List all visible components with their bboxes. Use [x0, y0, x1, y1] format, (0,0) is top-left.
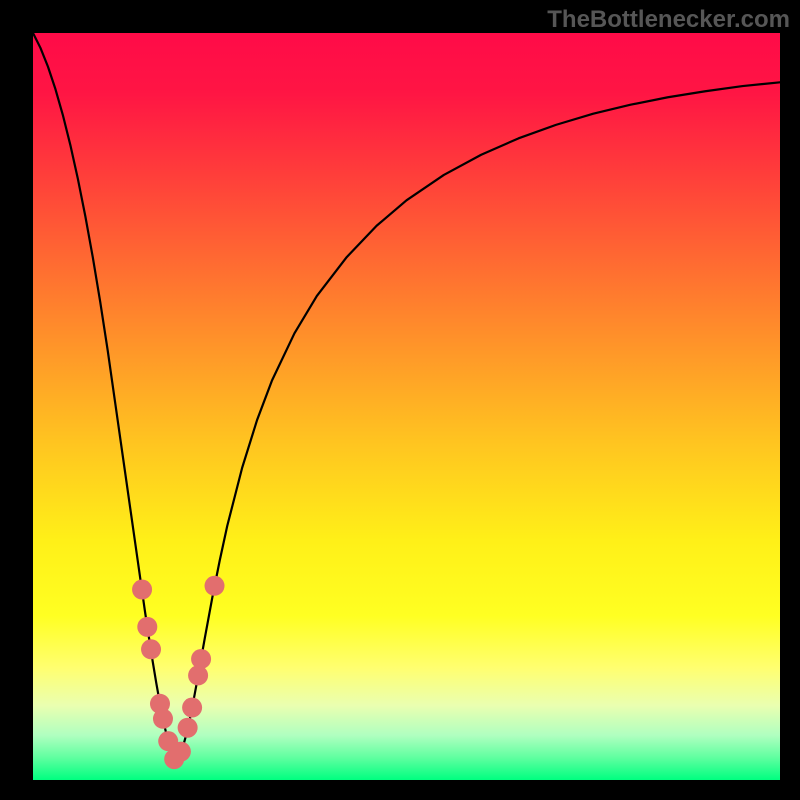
chart-container: TheBottlenecker.com — [0, 0, 800, 800]
data-marker — [137, 617, 157, 637]
data-marker — [171, 742, 191, 762]
data-marker — [178, 718, 198, 738]
chart-svg — [33, 33, 780, 780]
data-marker — [205, 576, 225, 596]
data-marker — [132, 580, 152, 600]
data-marker — [141, 639, 161, 659]
watermark-text: TheBottlenecker.com — [547, 6, 790, 34]
data-marker — [153, 709, 173, 729]
data-marker — [191, 649, 211, 669]
data-marker — [182, 698, 202, 718]
plot-area — [33, 33, 780, 780]
